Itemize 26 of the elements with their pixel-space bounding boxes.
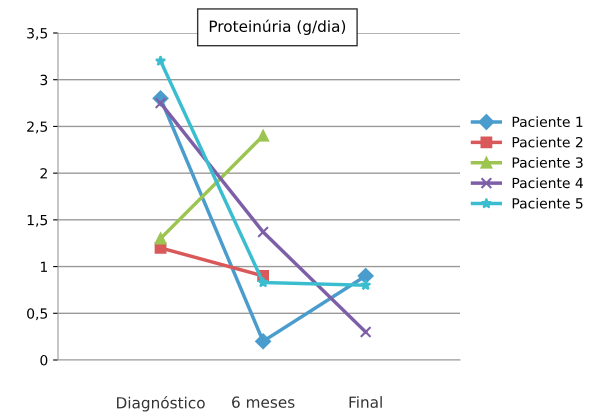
point	[255, 333, 272, 350]
y-tick-label: 1	[40, 262, 47, 272]
legend-label: Paciente 4	[512, 177, 583, 188]
y-tick-label: 3,5	[27, 28, 48, 40]
legend-label: Paciente 1	[512, 116, 582, 128]
legend-label: Paciente 5	[512, 198, 583, 209]
point	[257, 226, 270, 238]
y-tick-label: 0	[40, 354, 48, 366]
x-tick-label: 6 meses	[232, 396, 294, 408]
point	[257, 130, 270, 142]
legend-label: Paciente 2	[512, 136, 582, 148]
y-tick-label: 0,5	[27, 308, 48, 320]
y-tick-label: 3	[40, 74, 48, 86]
x-tick-label: Diagnóstico	[117, 396, 205, 412]
chart-title: Proteinúria (g/dia)	[210, 20, 346, 35]
point	[257, 276, 269, 288]
point	[154, 55, 166, 66]
y-tick-label: 2,5	[27, 121, 48, 134]
point	[360, 326, 372, 338]
x-tick-label: Final	[350, 396, 382, 408]
point	[358, 268, 374, 284]
legend-label: Paciente 3	[512, 157, 583, 168]
point	[360, 279, 372, 290]
point	[154, 232, 166, 244]
y-tick-label: 2	[40, 168, 47, 178]
y-tick-label: 1,5	[28, 215, 48, 227]
